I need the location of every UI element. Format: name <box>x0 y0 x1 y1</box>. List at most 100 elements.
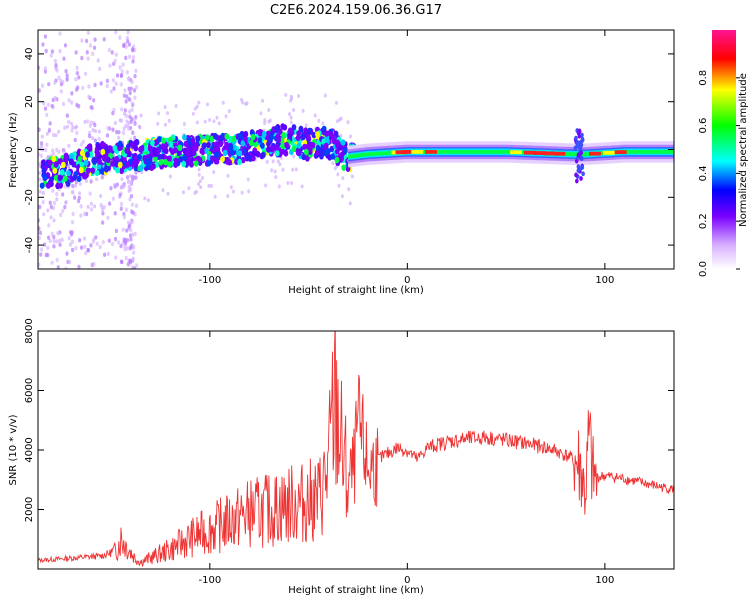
spectrogram-scatter-mark <box>157 111 161 116</box>
spectrogram-noise-mark <box>92 45 97 51</box>
spectrogram-noise-mark <box>123 88 127 93</box>
spectrogram-scatter-mark <box>62 148 66 153</box>
spectrogram-noise-mark <box>65 77 69 82</box>
spectrogram-noise-mark <box>114 228 118 234</box>
snr-x-tick-label: 100 <box>595 575 614 586</box>
spectrogram-noise-mark <box>134 85 139 90</box>
spectrogram-scatter-mark <box>41 191 45 196</box>
spectrogram-noise-mark <box>123 237 127 243</box>
spectrogram-band-mark <box>158 159 164 166</box>
spectrogram-scatter-mark <box>349 134 353 139</box>
spectrogram-band-mark <box>331 137 337 145</box>
spectrogram-noise-mark <box>130 116 134 122</box>
spectrogram-band-mark <box>143 145 148 153</box>
spectrogram-scatter-mark <box>122 111 126 116</box>
spectrogram-band-mark <box>269 134 275 141</box>
spectrogram-noise-mark <box>110 241 115 247</box>
spectrogram-hot-mark <box>523 150 536 155</box>
spectrogram-band-mark <box>168 141 174 148</box>
spectrogram-band-mark <box>57 174 63 182</box>
spectrogram-band-mark <box>330 153 336 160</box>
spectrogram-band-mark <box>63 152 69 160</box>
spectrogram-scatter-mark <box>348 201 352 206</box>
spectrogram-feature-mark <box>576 152 581 158</box>
spectrogram-scatter-mark <box>240 190 244 195</box>
spectrogram-band-mark <box>193 160 199 167</box>
spectrogram-band-mark <box>222 149 228 156</box>
spectrogram-noise-mark <box>113 211 117 216</box>
spectrogram-noise-mark <box>126 220 131 225</box>
spectrogram-band-mark <box>157 153 163 161</box>
spectrogram-noise-mark <box>93 82 97 88</box>
spectrogram-noise-mark <box>133 95 137 100</box>
spectrogram-band-mark <box>250 155 256 162</box>
spectrogram-noise-mark <box>63 43 68 48</box>
spectrogram-scatter-mark <box>281 167 285 172</box>
spectrogram-scatter-mark <box>350 174 354 179</box>
spectrogram-scatter-mark <box>78 182 82 187</box>
spectrogram-scatter-mark <box>40 134 44 139</box>
spectrogram-noise-mark <box>60 237 64 243</box>
spectrogram-noise-mark <box>127 42 132 47</box>
spectrogram-scatter-mark <box>261 98 265 103</box>
spectrogram-band-mark <box>172 147 178 154</box>
spectrogram-noise-mark <box>132 250 136 255</box>
spectrogram-scatter-mark <box>156 121 160 126</box>
snr-y-tick-label: 6000 <box>24 378 35 403</box>
spectrogram-noise-mark <box>131 59 135 64</box>
spectrogram-scatter-mark <box>338 117 342 122</box>
spectrogram-noise-mark <box>43 34 48 39</box>
spectrogram-scatter-mark <box>77 196 81 201</box>
spectrogram-noise-mark <box>114 52 118 57</box>
spectrogram-band-mark <box>325 148 331 155</box>
spectrogram-band-mark <box>173 157 179 164</box>
spectrogram-band-mark <box>281 131 287 139</box>
spectrogram-scatter-mark <box>289 120 293 125</box>
spectrogram-band-mark <box>145 162 151 170</box>
spectrogram-noise-mark <box>102 37 106 42</box>
spectrogram-band-mark <box>117 140 123 147</box>
spectrogram-feature-mark <box>580 156 584 161</box>
spectrogram-noise-mark <box>130 202 135 207</box>
spectrogram-scatter-mark <box>85 179 89 184</box>
spectrogram-noise-mark <box>84 250 88 256</box>
spectrogram-scatter-mark <box>118 118 122 123</box>
spectrogram-noise-mark <box>58 242 62 248</box>
spectrogram-scatter-mark <box>163 105 167 110</box>
spectrogram-band-mark <box>95 142 101 150</box>
spectrogram-feature-mark <box>579 142 584 148</box>
spectrogram-noise-mark <box>39 252 43 257</box>
spectrogram-scatter-mark <box>294 167 298 172</box>
spectrogram-noise-mark <box>78 238 82 243</box>
spectrogram-band-mark <box>77 155 83 163</box>
spectrogram-noise-mark <box>55 239 59 244</box>
spectrogram-noise-mark <box>129 193 134 199</box>
spectrogram-scatter-mark <box>127 188 131 193</box>
spectrogram-band-mark <box>205 134 210 141</box>
spectrogram-band-mark <box>161 137 166 144</box>
spectrogram-scatter-mark <box>74 183 78 188</box>
spectrogram-scatter-mark <box>207 183 211 188</box>
spectrogram-band-mark <box>339 151 345 159</box>
spectrogram-noise-mark <box>131 48 135 53</box>
snr-y-tick-label: 2000 <box>24 497 35 522</box>
spectrogram-noise-mark <box>134 68 138 74</box>
spectrogram-scatter-mark <box>284 92 288 97</box>
spectrogram-band-mark <box>280 148 285 155</box>
spectrogram-scatter-mark <box>197 172 201 177</box>
spectrogram-scatter-mark <box>289 94 293 99</box>
spectrogram-scatter-mark <box>346 120 350 125</box>
spectrogram-noise-mark <box>91 51 95 57</box>
colorbar: 0.0 0.2 0.4 0.6 0.8 Normalized spectral ampl… <box>698 30 749 277</box>
spectrogram-noise-mark <box>131 55 136 60</box>
spectrogram-band-mark <box>276 136 282 144</box>
spectrogram-noise-mark <box>65 113 69 118</box>
spectrogram-noise-mark <box>74 50 78 55</box>
spectrogram-band-mark <box>218 135 224 142</box>
spectrogram-scatter-mark <box>340 194 344 199</box>
spectrogram-noise-mark <box>95 241 99 246</box>
spectrogram-noise-mark <box>84 38 89 44</box>
spectrogram-feature-mark <box>578 166 583 172</box>
spectrogram-scatter-mark <box>89 201 93 206</box>
spectrogram-band-mark <box>248 139 254 147</box>
